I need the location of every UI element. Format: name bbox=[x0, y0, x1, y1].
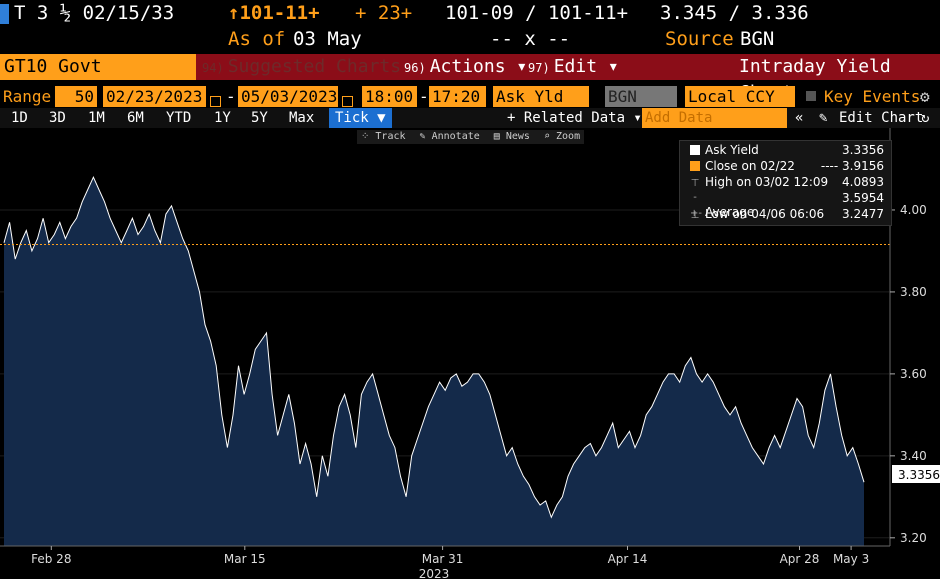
price-change: ↑101-11+ bbox=[228, 2, 320, 24]
end-calendar-icon[interactable] bbox=[340, 91, 353, 110]
add-data-input[interactable]: Add Data bbox=[642, 108, 787, 128]
period-1d[interactable]: 1D bbox=[11, 110, 28, 126]
y-tick-label: 3.80 bbox=[900, 285, 927, 299]
security-indicator bbox=[0, 4, 9, 24]
period-1m[interactable]: 1M bbox=[88, 110, 105, 126]
security-field[interactable]: GT10 Govt bbox=[0, 54, 196, 80]
currency-select[interactable]: Local CCY bbox=[685, 86, 795, 107]
field-select[interactable]: Ask Yld bbox=[493, 86, 589, 107]
x-tick-label: May 3 bbox=[833, 552, 869, 566]
y-tick-label: 4.00 bbox=[900, 203, 927, 217]
last-value-tag: 3.3356 bbox=[892, 465, 940, 483]
suggested-charts-button[interactable]: 94) Suggested Charts bbox=[202, 56, 402, 77]
y-axis: 3.20 3.40 3.60 3.80 4.00 bbox=[890, 203, 927, 545]
start-time-input[interactable]: 18:00 bbox=[362, 86, 417, 107]
period-max[interactable]: Max bbox=[289, 110, 315, 126]
period-1y[interactable]: 1Y bbox=[214, 110, 231, 126]
annotate-button[interactable]: ✎ Annotate bbox=[419, 131, 480, 142]
yield-line bbox=[3, 175, 865, 519]
legend-low[interactable]: ⊥ Low on 04/06 06:06 3.2477 bbox=[690, 206, 888, 222]
yield-chart[interactable]: 3.20 3.40 3.60 3.80 4.00 Feb 28 Mar 15 Mar 31 A… bbox=[0, 128, 940, 579]
high-marker-icon: ⊤ bbox=[690, 178, 700, 189]
range-row: Range 50 02/23/2023 - 05/03/2023 18:00 -… bbox=[0, 86, 940, 107]
legend-close[interactable]: Close on 02/22 ---- 3.9156 bbox=[690, 158, 888, 174]
period-5y[interactable]: 5Y bbox=[251, 110, 268, 126]
as-of-label: As of bbox=[228, 28, 286, 50]
low-marker-icon: ⊥ bbox=[690, 210, 700, 221]
legend-high[interactable]: ⊤ High on 03/02 12:09 4.0893 bbox=[690, 174, 888, 190]
legend-average[interactable]: -+- Average 3.5954 bbox=[690, 190, 888, 219]
page-title: Intraday Yield Chart bbox=[739, 56, 891, 103]
range-label: Range bbox=[3, 87, 52, 106]
x-tick-label: Feb 28 bbox=[31, 552, 71, 566]
source-select[interactable]: BGN bbox=[605, 86, 677, 107]
range-dash: - bbox=[226, 87, 236, 106]
ticker: T 3 ½ 02/15/33 bbox=[14, 2, 175, 24]
period-3d[interactable]: 3D bbox=[49, 110, 66, 126]
key-events-label: Key Events bbox=[824, 87, 921, 106]
size: -- x -- bbox=[490, 28, 571, 50]
net-change: + 23+ bbox=[355, 2, 413, 24]
end-date-input[interactable]: 05/03/2023 bbox=[238, 86, 338, 107]
average-marker-icon: -+- bbox=[690, 192, 702, 219]
gear-icon[interactable]: ⚙ bbox=[920, 87, 930, 106]
x-tick-label: Apr 14 bbox=[608, 552, 648, 566]
y-tick-label: 3.20 bbox=[900, 531, 927, 545]
period-toolbar: 1D 3D 1M 6M YTD 1Y 5Y Max Tick ▼ + Relat… bbox=[0, 108, 940, 128]
as-of-date: 03 May bbox=[293, 28, 362, 50]
y-tick-label: 3.40 bbox=[900, 449, 927, 463]
period-6m[interactable]: 6M bbox=[127, 110, 144, 126]
refresh-icon[interactable]: ↻ bbox=[921, 110, 930, 126]
chart-legend: Ask Yield 3.3356 Close on 02/22 ---- 3.915… bbox=[679, 140, 892, 226]
track-button[interactable]: ⁘ Track bbox=[361, 131, 406, 142]
yield-area bbox=[4, 177, 864, 546]
edit-chart-button[interactable]: Edit Chart bbox=[839, 110, 924, 126]
related-data-button[interactable]: + Related Data ▾ bbox=[507, 110, 642, 126]
x-year-label: 2023 bbox=[419, 567, 450, 579]
x-tick-label: Mar 31 bbox=[422, 552, 464, 566]
time-dash: - bbox=[419, 87, 429, 106]
source-value: BGN bbox=[740, 28, 775, 50]
source-label: Source bbox=[665, 28, 734, 50]
command-bar: GT10 Govt 94) Suggested Charts 96) Actions… bbox=[0, 54, 940, 103]
end-time-input[interactable]: 17:20 bbox=[429, 86, 486, 107]
legend-ask-yield[interactable]: Ask Yield 3.3356 bbox=[690, 142, 888, 158]
zoom-button[interactable]: ⌕ Zoom bbox=[543, 131, 581, 142]
chart-mini-toolbar: ⁘ Track ✎ Annotate ▤ News ⌕ Zoom bbox=[357, 130, 585, 144]
x-tick-label: Mar 15 bbox=[224, 552, 266, 566]
period-ytd[interactable]: YTD bbox=[166, 110, 192, 126]
actions-button[interactable]: 96) Actions ▾ bbox=[404, 56, 528, 77]
news-button[interactable]: ▤ News bbox=[493, 131, 530, 142]
bid-ask-price: 101-09 / 101-11+ bbox=[445, 2, 629, 24]
x-axis: Feb 28 Mar 15 Mar 31 Apr 14 Apr 28 May 3 2023 bbox=[0, 545, 890, 579]
bid-ask-yield: 3.345 / 3.336 bbox=[660, 2, 809, 24]
legend-swatch-white bbox=[690, 145, 700, 155]
last-value-label: 3.3356 bbox=[898, 468, 940, 482]
pencil-icon: ✎ bbox=[819, 110, 828, 126]
start-date-input[interactable]: 02/23/2023 bbox=[103, 86, 206, 107]
collapse-icon[interactable]: « bbox=[795, 110, 804, 126]
edit-button[interactable]: 97) Edit ▾ bbox=[528, 56, 619, 77]
range-value-input[interactable]: 50 bbox=[55, 86, 97, 107]
tick-dropdown[interactable]: Tick ▼ bbox=[329, 108, 392, 128]
key-events-checkbox[interactable] bbox=[806, 91, 816, 101]
y-tick-label: 3.60 bbox=[900, 367, 927, 381]
legend-swatch-orange bbox=[690, 161, 700, 171]
x-tick-label: Apr 28 bbox=[780, 552, 820, 566]
start-calendar-icon[interactable] bbox=[208, 91, 221, 110]
